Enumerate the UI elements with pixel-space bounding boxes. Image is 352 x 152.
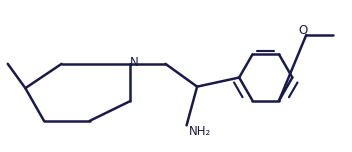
Text: N: N (130, 56, 139, 69)
Text: O: O (298, 24, 307, 37)
Text: NH₂: NH₂ (189, 125, 211, 138)
